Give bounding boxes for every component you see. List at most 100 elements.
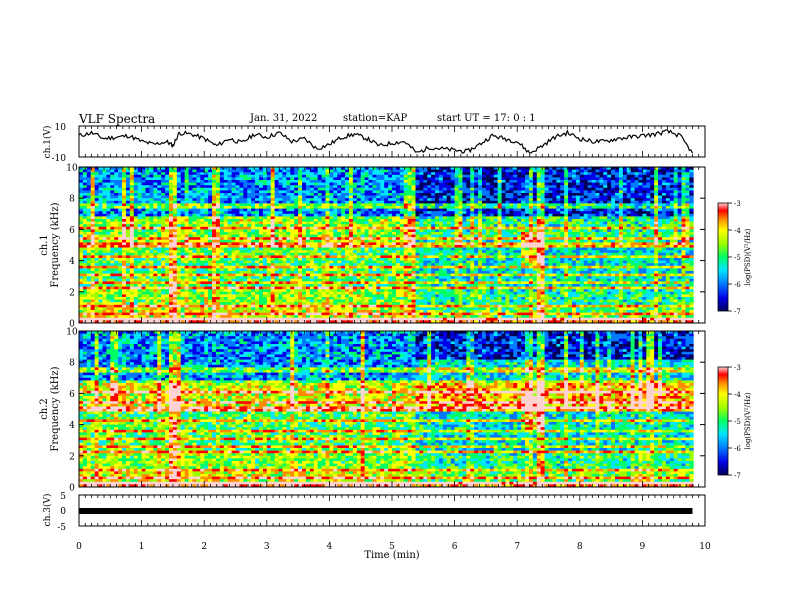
ch1-spectrogram-cell	[658, 206, 662, 209]
ch1-spectrogram-cell	[576, 190, 580, 193]
ch1-spectrogram-cell	[490, 190, 494, 193]
ch1-spectrogram-cell	[400, 211, 404, 214]
ch1-spectrogram-cell	[169, 185, 173, 188]
ch1-spectrogram-cell	[134, 175, 138, 178]
ch1-spectrogram-cell	[415, 172, 419, 175]
ch1-spectrogram-cell	[545, 237, 549, 240]
ch1-spectrogram-cell	[611, 172, 615, 175]
ch1-spectrogram-cell	[498, 222, 502, 225]
ch1-spectrogram-cell	[149, 177, 153, 180]
ch1-spectrogram-cell	[224, 227, 228, 230]
ch1-spectrogram-cell	[384, 203, 388, 206]
ch1-spectrogram-cell	[509, 248, 513, 251]
ch1-spectrogram-cell	[560, 170, 564, 173]
ch1-spectrogram-cell	[286, 190, 290, 193]
ch1-spectrogram-cell	[282, 170, 286, 173]
ch1-spectrogram-cell	[513, 229, 517, 232]
ch1-spectrogram-cell	[153, 206, 157, 209]
ch1-spectrogram-cell	[365, 190, 369, 193]
ch1-spectrogram-cell	[666, 196, 670, 199]
ch1-spectrogram-cell	[588, 219, 592, 222]
ch1-spectrogram-cell	[228, 227, 232, 230]
ch1-spectrogram-cell	[212, 237, 216, 240]
ch1-spectrogram-cell	[349, 180, 353, 183]
ch1-spectrogram-cell	[592, 235, 596, 238]
ch1-spectrogram-cell	[138, 185, 142, 188]
ch1-spectrogram-cell	[466, 227, 470, 230]
ch1-spectrogram-cell	[545, 203, 549, 206]
ch1-spectrogram-cell	[537, 196, 541, 199]
ch1-spectrogram-cell	[662, 209, 666, 212]
ch1-spectrogram-cell	[564, 214, 568, 217]
ch1-spectrogram-cell	[232, 206, 236, 209]
ch1-spectrogram-cell	[95, 232, 99, 235]
ch1-spectrogram-cell	[580, 242, 584, 245]
ch1-spectrogram-cell	[83, 183, 87, 186]
ch1-spectrogram-cell	[599, 180, 603, 183]
ch1-spectrogram-cell	[619, 219, 623, 222]
ch1-spectrogram-cell	[537, 190, 541, 193]
ch1-spectrogram-cell	[423, 170, 427, 173]
ch1-spectrogram-cell	[259, 198, 263, 201]
ch1-spectrogram-cell	[169, 183, 173, 186]
ch1-spectrogram-cell	[685, 172, 689, 175]
ch1-spectrogram-cell	[560, 214, 564, 217]
ch1-spectrogram-cell	[192, 201, 196, 204]
ch1-spectrogram-cell	[247, 227, 251, 230]
ch1-spectrogram-cell	[114, 206, 118, 209]
ch1-spectrogram-cell	[169, 203, 173, 206]
ch1-spectrogram-cell	[549, 198, 553, 201]
ch1-spectrogram-cell	[427, 227, 431, 230]
ch1-spectrogram-cell	[427, 170, 431, 173]
ch1-spectrogram-cell	[357, 206, 361, 209]
ch1-spectrogram-cell	[529, 177, 533, 180]
ch1-spectrogram-cell	[161, 245, 165, 248]
ch1-spectrogram-cell	[412, 177, 416, 180]
ch1-spectrogram-cell	[638, 198, 642, 201]
ch1-spectrogram-cell	[568, 196, 572, 199]
ch1-spectrogram-cell	[603, 235, 607, 238]
ch1-spectrogram-cell	[427, 206, 431, 209]
ch1-spectrogram-cell	[122, 222, 126, 225]
ch1-spectrogram-cell	[400, 180, 404, 183]
ch1-spectrogram-cell	[502, 209, 506, 212]
ch1-spectrogram-cell	[181, 170, 185, 173]
ch1-spectrogram-cell	[247, 240, 251, 243]
ch1-spectrogram-cell	[549, 211, 553, 214]
ch1-spectrogram-cell	[91, 209, 95, 212]
ch1-spectrogram-cell	[91, 245, 95, 248]
ch1-spectrogram-cell	[228, 224, 232, 227]
ch1-spectrogram-cell	[494, 172, 498, 175]
ch1-spectrogram-cell	[584, 219, 588, 222]
ch1-spectrogram-cell	[505, 193, 509, 196]
ch1-spectrogram-cell	[318, 235, 322, 238]
ch1-spectrogram-cell	[431, 193, 435, 196]
ch1-spectrogram-cell	[646, 203, 650, 206]
ch1-spectrogram-cell	[271, 175, 275, 178]
ch1-spectrogram-cell	[592, 193, 596, 196]
ch1-spectrogram-cell	[102, 242, 106, 245]
ch1-spectrogram-cell	[670, 185, 674, 188]
ch1-spectrogram-cell	[447, 235, 451, 238]
ch1-spectrogram-cell	[502, 193, 506, 196]
ch1-spectrogram-cell	[529, 229, 533, 232]
ch1-spectrogram-cell	[236, 245, 240, 248]
ch1-spectrogram-cell	[138, 248, 142, 251]
ch1-spectrogram-cell	[212, 248, 216, 251]
ch1-spectrogram-cell	[474, 209, 478, 212]
ch1-spectrogram-cell	[325, 240, 329, 243]
ch1-spectrogram-cell	[333, 185, 337, 188]
ch1-spectrogram-cell	[689, 211, 693, 214]
ch1-spectrogram-cell	[482, 203, 486, 206]
ch1-spectrogram-cell	[220, 237, 224, 240]
ch1-spectrogram-cell	[361, 216, 365, 219]
ch1-spectrogram-cell	[482, 193, 486, 196]
ch1-spectrogram-cell	[181, 185, 185, 188]
ch1-spectrogram-cell	[204, 219, 208, 222]
ch1-spectrogram-cell	[376, 175, 380, 178]
ch1-spectrogram-cell	[423, 203, 427, 206]
ch1-spectrogram-cell	[533, 216, 537, 219]
ch1-spectrogram-cell	[357, 216, 361, 219]
ch1-spectrogram-cell	[192, 193, 196, 196]
ch1-spectrogram-cell	[361, 242, 365, 245]
